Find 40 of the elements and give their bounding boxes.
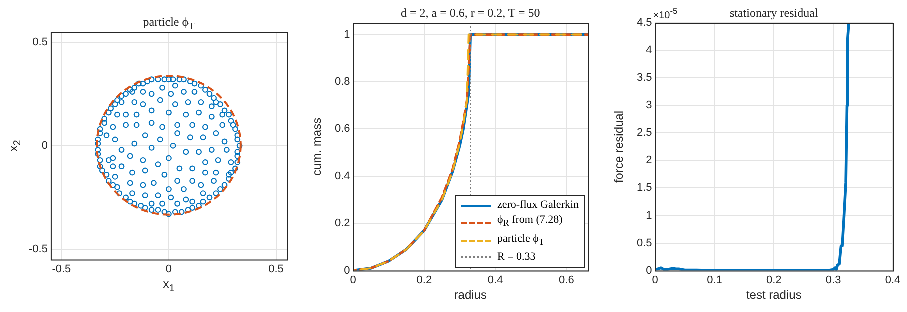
y-tick-label: 1 bbox=[646, 210, 652, 222]
y-tick-label: 1 bbox=[344, 28, 350, 41]
text: ×10$^{-5}$ bbox=[653, 6, 678, 22]
x-tick-label: 0.4 bbox=[885, 274, 901, 286]
x-tick-label: 0.2 bbox=[416, 274, 432, 286]
y-tick-label: 3 bbox=[646, 100, 652, 112]
x-tick-label: 0.5 bbox=[268, 263, 284, 276]
y-tick-label: 3.5 bbox=[636, 72, 652, 84]
y-tick-label: 1.5 bbox=[636, 182, 652, 194]
x-tick-label: -0.5 bbox=[52, 263, 72, 276]
x-axis-title: x$_{1}$ bbox=[162, 276, 176, 294]
y-axis-title: cum. mass bbox=[310, 118, 324, 176]
y-tick-label: 4 bbox=[646, 44, 652, 57]
x-tick-label: 0.6 bbox=[559, 274, 574, 286]
y-tick-label: 0.8 bbox=[334, 76, 350, 88]
y-tick-label: 2 bbox=[646, 154, 652, 167]
y-tick-label: 0.4 bbox=[334, 170, 350, 182]
y-tick-label: 4.5 bbox=[636, 17, 652, 30]
chart-title: d = 2, a = 0.6, r = 0.2, T = 50 bbox=[400, 6, 542, 21]
y-tick-label: 0.2 bbox=[334, 218, 350, 230]
x-axis-title: test radius bbox=[745, 288, 803, 302]
y-tick-label: 0.5 bbox=[636, 237, 652, 250]
x-tick-label: 0.4 bbox=[488, 274, 504, 286]
chart-title: particle ϕ$_{T}$ bbox=[142, 15, 196, 32]
ref-line-label: R = 0.33 bbox=[497, 250, 536, 265]
y-axis-title: force residual bbox=[612, 110, 626, 183]
legend-label: zero-flux Galerkin bbox=[497, 198, 579, 214]
y-tick-label: 2.5 bbox=[636, 127, 652, 140]
y-tick-label: 0 bbox=[42, 140, 48, 152]
x-axis-title: radius bbox=[453, 288, 488, 302]
x-tick-label: 0 bbox=[166, 263, 172, 276]
y-tick-label: -0.5 bbox=[28, 243, 48, 256]
legend-label: ϕ$_{R}$ from (7.28) bbox=[497, 213, 563, 231]
legend-label: particle ϕ$_{T}$ bbox=[497, 232, 545, 249]
y-tick-label: 0.6 bbox=[334, 123, 350, 136]
y-tick-label: 0.5 bbox=[32, 36, 48, 48]
chart-title: stationary residual bbox=[730, 6, 818, 20]
x-tick-label: 0.2 bbox=[766, 274, 782, 286]
x-tick-label: 0.3 bbox=[826, 274, 842, 286]
x-tick-label: 0.1 bbox=[707, 274, 722, 286]
